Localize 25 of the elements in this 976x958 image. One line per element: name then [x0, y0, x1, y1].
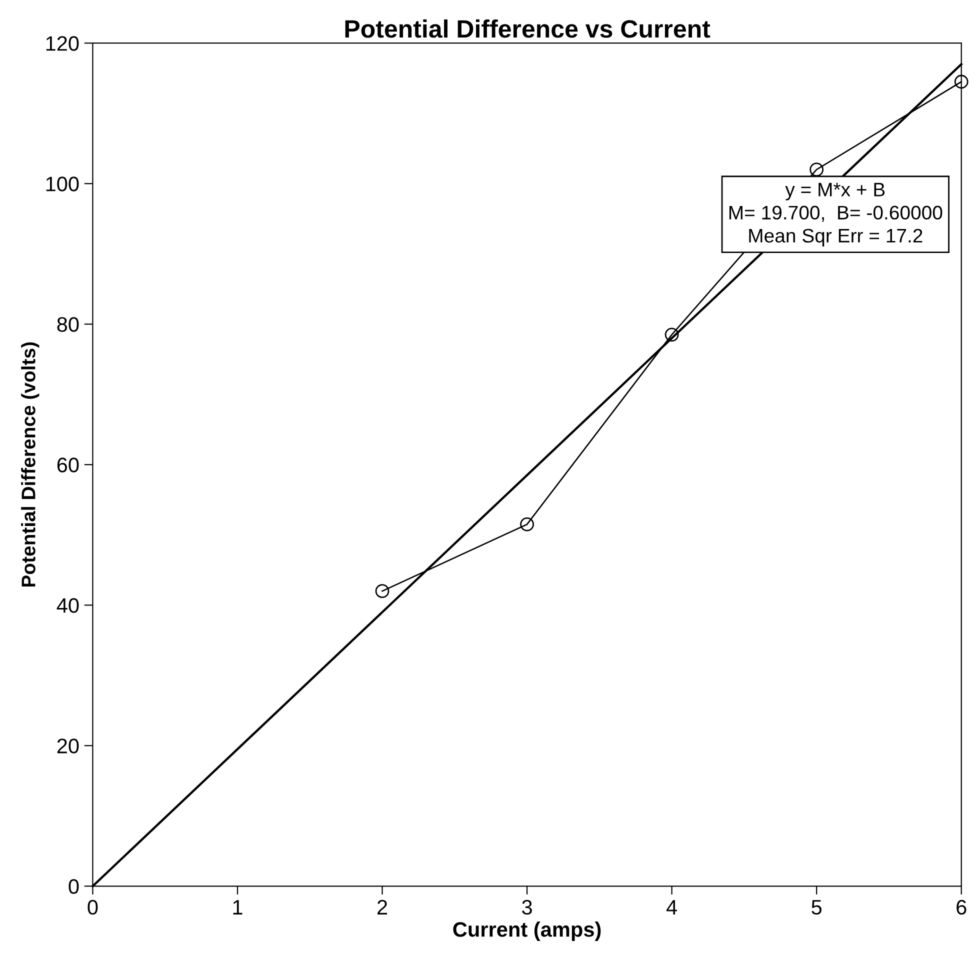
annotation: y = M*x + B — [785, 182, 885, 200]
x-tick-label: 6 — [956, 900, 966, 915]
y-tick-label: 20 — [57, 738, 79, 754]
y-tick-label: 60 — [57, 458, 79, 472]
y-tick-label: 120 — [46, 36, 79, 51]
point — [954, 74, 968, 89]
y-tick-label: 0 — [68, 879, 79, 894]
point — [375, 584, 390, 598]
chart-title: Potential Difference vs Current — [345, 19, 710, 38]
x-axis-title: Current (amps) — [453, 922, 601, 941]
annotation: M= 19.700, B= -0.60000 — [729, 206, 942, 222]
point — [810, 162, 824, 177]
x-tick-label: 1 — [233, 900, 242, 914]
point — [520, 517, 534, 532]
x-tick-label: 0 — [88, 900, 98, 915]
x-tick-label: 2 — [378, 900, 388, 914]
x-tick-label: 4 — [666, 900, 677, 914]
y-axis-title: Potential Difference (volts) — [21, 342, 40, 586]
x-tick-label: 3 — [522, 900, 532, 915]
annotation: Mean Sqr Err = 17.2 — [749, 228, 922, 246]
x-tick-label: 5 — [812, 900, 822, 915]
y-tick-label: 40 — [56, 598, 79, 613]
y-tick-label: 80 — [57, 317, 79, 332]
point — [664, 328, 679, 342]
y-tick-label: 100 — [46, 176, 79, 192]
